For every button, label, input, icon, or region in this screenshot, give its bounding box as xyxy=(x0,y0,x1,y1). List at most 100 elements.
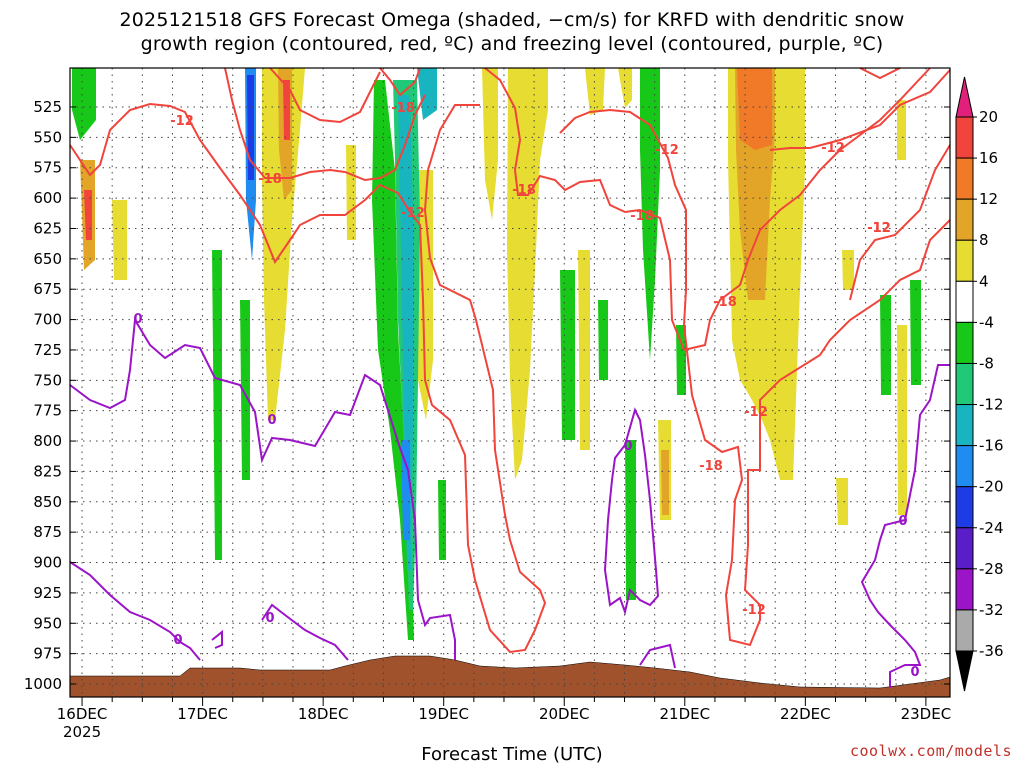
omega-region xyxy=(897,100,906,160)
omega-region xyxy=(560,270,575,440)
freezing-contour-0 xyxy=(639,643,676,669)
x-tick-label: 19DEC xyxy=(418,705,469,723)
colorbar-cap-top xyxy=(955,76,974,118)
dgz-contour-labels: -12-18-18-12-18-12-18-18-12-12-12-18-12-… xyxy=(170,101,891,618)
omega-region xyxy=(418,170,433,420)
freezing-contour-label: 0 xyxy=(173,633,182,648)
x-tick-label: 22DEC xyxy=(780,705,831,723)
omega-region xyxy=(401,440,410,540)
omega-region xyxy=(585,68,605,115)
y-tick-label: 750 xyxy=(33,371,62,389)
colorbar-label: 4 xyxy=(979,272,989,290)
freezing-contour-label: 0 xyxy=(910,665,919,680)
x-tick-label: 16DEC xyxy=(57,705,108,723)
colorbar-swatch xyxy=(955,404,974,447)
omega-region xyxy=(598,300,608,380)
colorbar-label: -28 xyxy=(979,560,1004,578)
y-tick-label: 650 xyxy=(33,250,62,268)
omega-region xyxy=(438,480,446,560)
omega-region xyxy=(212,250,222,560)
freezing-contour-labels: 0 0 0 0 0 0 0 xyxy=(133,312,919,680)
colorbar-swatch xyxy=(955,321,974,364)
y-tick-label: 600 xyxy=(33,189,62,207)
dgz-contour-label: -18 xyxy=(258,172,282,187)
chart-title-line-2: growth region (contoured, red, ºC) and f… xyxy=(140,33,884,55)
source-credit[interactable]: coolwx.com/models xyxy=(849,742,1012,760)
omega-region xyxy=(910,280,921,385)
colorbar-swatch xyxy=(955,239,974,282)
y-tick-label: 1000 xyxy=(24,675,62,693)
colorbar-label: -12 xyxy=(979,396,1004,414)
y-tick-label: 850 xyxy=(33,493,62,511)
y-tick-label: 725 xyxy=(33,341,62,359)
colorbar-swatch xyxy=(955,116,974,159)
dgz-contour-label: -18 xyxy=(699,459,723,474)
omega-region xyxy=(72,68,96,140)
colorbar-label: 8 xyxy=(979,231,989,249)
omega-region xyxy=(112,200,127,280)
y-tick-label: 675 xyxy=(33,280,62,298)
y-tick-label: 825 xyxy=(33,462,62,480)
omega-region xyxy=(737,68,772,150)
colorbar-swatch xyxy=(955,486,974,529)
colorbar-swatch xyxy=(955,527,974,570)
dgz-contour-18 xyxy=(769,69,951,151)
y-tick-label: 800 xyxy=(33,432,62,450)
x-year-label: 2025 xyxy=(63,723,101,741)
omega-region xyxy=(84,190,92,240)
dgz-contour-label: -18 xyxy=(630,209,654,224)
freezing-contour-label: 0 xyxy=(267,413,276,428)
dgz-contours xyxy=(69,67,951,654)
dgz-contour-12 xyxy=(849,144,951,301)
dgz-contour-label: -18 xyxy=(713,295,737,310)
colorbar-label: -4 xyxy=(979,313,994,331)
dgz-contour-18 xyxy=(484,67,931,352)
freezing-contour-label: 0 xyxy=(898,514,907,529)
dgz-contour-label: -12 xyxy=(867,221,891,236)
colorbar-label: -8 xyxy=(979,354,994,372)
colorbar: 20 16 12 8 4 -4 -8 -12 -16 -20 -24 -28 -32 -36 xyxy=(955,76,1004,692)
dgz-contour-label: -12 xyxy=(170,114,194,129)
colorbar-cap-bottom xyxy=(955,650,974,692)
y-tick-label: 700 xyxy=(33,311,62,329)
freezing-contour-0 xyxy=(261,603,349,661)
colorbar-label: -36 xyxy=(979,642,1004,660)
plot-frame xyxy=(69,67,951,698)
y-tick-label: 625 xyxy=(33,219,62,237)
dgz-contour-label: -18 xyxy=(391,101,415,116)
dgz-contour-label: -12 xyxy=(655,143,679,158)
omega-region xyxy=(836,478,848,525)
colorbar-swatch xyxy=(955,157,974,200)
colorbar-swatch xyxy=(955,609,974,652)
grid-lines xyxy=(70,68,950,697)
x-tick-label: 17DEC xyxy=(177,705,228,723)
dgz-contour-12 xyxy=(69,102,547,654)
dgz-contour-18 xyxy=(224,67,426,182)
colorbar-label: 16 xyxy=(979,149,998,167)
omega-region xyxy=(262,68,305,420)
colorbar-swatch xyxy=(955,568,974,611)
colorbar-label: 20 xyxy=(979,108,998,126)
dgz-contour-18 xyxy=(269,67,381,124)
colorbar-swatch xyxy=(955,198,974,241)
omega-region xyxy=(240,300,250,480)
colorbar-swatch xyxy=(955,445,974,488)
y-tick-label: 900 xyxy=(33,554,62,572)
colorbar-swatch xyxy=(955,280,974,323)
omega-region xyxy=(842,250,854,290)
omega-region xyxy=(507,68,548,480)
dgz-contour-label: -12 xyxy=(401,206,425,221)
x-tick-label: 20DEC xyxy=(539,705,590,723)
colorbar-label: -20 xyxy=(979,478,1004,496)
x-tick-label: 21DEC xyxy=(659,705,710,723)
freezing-contour-0 xyxy=(69,316,456,660)
freezing-contour-0 xyxy=(860,364,950,688)
omega-region xyxy=(625,440,636,600)
freezing-contour-label: 0 xyxy=(623,439,632,454)
x-tick-label: 18DEC xyxy=(298,705,349,723)
x-axis-title: Forecast Time (UTC) xyxy=(421,744,603,765)
colorbar-label: -32 xyxy=(979,601,1004,619)
y-tick-label: 950 xyxy=(33,614,62,632)
omega-region xyxy=(676,325,686,395)
dgz-contour-label: -12 xyxy=(867,221,891,236)
